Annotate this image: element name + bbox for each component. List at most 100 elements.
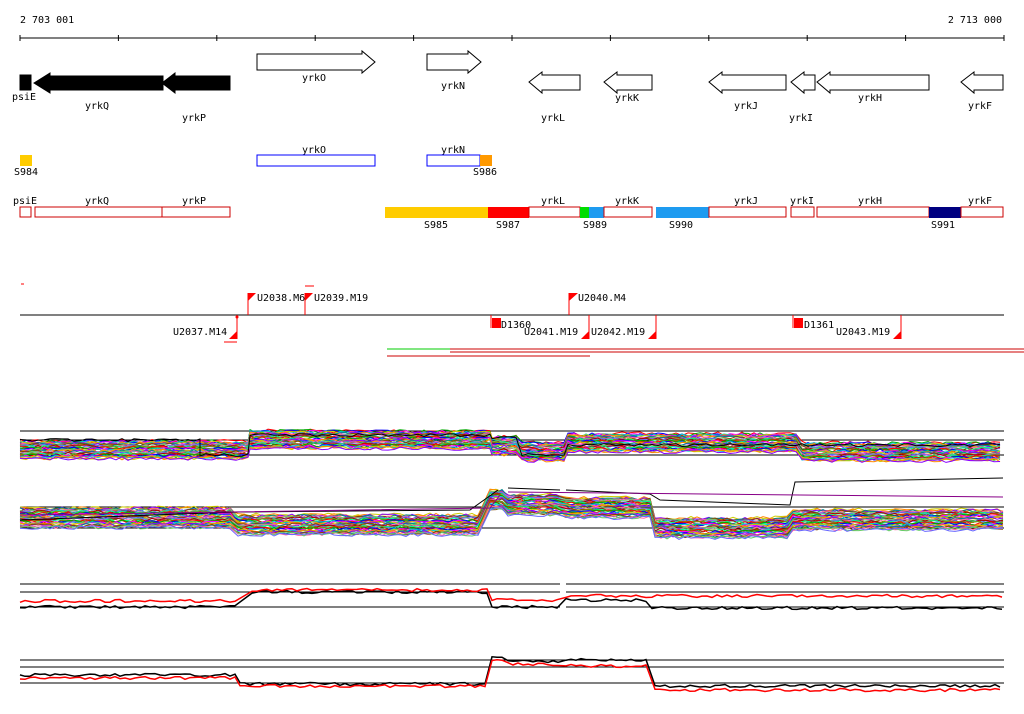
minus-gene-label-yrkp: yrkP [182, 196, 206, 207]
feature-marker-d1361 [794, 318, 803, 328]
segment-s989-tail [589, 207, 604, 218]
segment-s985[interactable] [385, 207, 488, 218]
flag-icon [581, 331, 589, 339]
profile-line [19, 507, 1004, 540]
feature-label-d1361: D1361 [804, 320, 834, 331]
segment-label-s985: S985 [424, 220, 448, 231]
segment-s990[interactable] [656, 207, 709, 218]
summary-profile-plus [19, 583, 1004, 611]
flag-icon [569, 293, 578, 301]
gene-arrow-yrki[interactable] [790, 70, 816, 95]
feature-u2042[interactable]: U2042.M19 [591, 315, 657, 339]
profile-line [19, 491, 1004, 516]
gene-label-yrkq: yrkQ [85, 101, 109, 112]
flag-icon [648, 331, 656, 339]
feature-label-d1360: D1360 [501, 320, 531, 331]
feature-d1361[interactable]: D1361 [792, 315, 834, 331]
gene-arrow-yrkj[interactable] [708, 70, 787, 95]
segment-label-s987: S987 [496, 220, 520, 231]
feature-label-u2041: U2041.M19 [524, 327, 578, 338]
segment-s984[interactable] [20, 155, 32, 166]
expression-profile-plus [19, 428, 1004, 463]
gene-arrow-yrkk[interactable] [603, 70, 653, 95]
minus-gene-box-yrki[interactable] [790, 206, 815, 218]
summary-line-b [19, 587, 1003, 604]
segment-s987[interactable] [488, 207, 529, 218]
gene-arrow-yrkn[interactable] [426, 49, 482, 75]
coordinate-end: 2 713 000 [948, 15, 1002, 26]
feature-label-u2037: U2037.M14 [173, 327, 227, 338]
minus-gene-label-yrkj: yrkJ [734, 196, 758, 207]
profile-line [19, 444, 1001, 462]
feature-u2041[interactable]: U2041.M19 [524, 315, 590, 339]
gene-label-yrkn: yrkN [441, 81, 465, 92]
feature-u2037[interactable]: U2037.M14 [173, 315, 239, 343]
feature-label-u2040: U2040.M4 [578, 293, 626, 304]
expression-profile-minus [19, 477, 1004, 540]
minus-gene-box-yrkh[interactable] [816, 206, 930, 218]
feature-d1360[interactable]: D1360 [490, 315, 531, 331]
flag-icon [893, 331, 901, 339]
gene-arrow-yrkf[interactable] [960, 70, 1004, 95]
plus-gene-box-yrkn[interactable] [426, 154, 481, 167]
gene-label-yrko: yrkO [302, 73, 326, 84]
summary-profile-minus [19, 655, 1004, 693]
gene-arrow-yrkp[interactable] [161, 71, 231, 95]
summary-line-b [19, 659, 1001, 693]
feature-label-u2043: U2043.M19 [836, 327, 890, 338]
plus-gene-label-yrkn: yrkN [441, 145, 465, 156]
feature-label-u2042: U2042.M19 [591, 327, 645, 338]
feature-u2038[interactable]: U2038.M6 [247, 293, 305, 315]
profile-line [19, 506, 1004, 539]
feature-u2040[interactable]: U2040.M4 [568, 293, 626, 315]
gene-label-yrki: yrkI [789, 113, 813, 124]
profile-line [19, 433, 1001, 457]
minus-gene-box-yrkj[interactable] [708, 206, 787, 218]
segment-label-s986: S986 [473, 167, 497, 178]
profile-line [19, 501, 1004, 534]
segment-s991[interactable] [929, 207, 961, 218]
ruler-ticks [19, 35, 1005, 41]
gene-arrow-yrkq[interactable] [33, 72, 164, 94]
minus-gene-box-yrkl[interactable] [528, 206, 581, 218]
segment-label-s990: S990 [669, 220, 693, 231]
minus-gene-label-yrkf: yrkF [968, 196, 992, 207]
plus-gene-box-yrko[interactable] [256, 154, 376, 167]
segment-s986[interactable] [480, 155, 492, 166]
profile-line [19, 507, 1004, 539]
profile-line [19, 446, 1001, 463]
flag-icon [229, 331, 237, 339]
gene-arrow-psie[interactable] [19, 74, 32, 91]
feature-u2043[interactable]: U2043.M19 [836, 315, 902, 339]
read-coverage-lines [387, 348, 1024, 357]
segment-s989[interactable] [580, 207, 589, 218]
gene-arrow-yrko[interactable] [256, 49, 376, 75]
minus-gene-label-yrkq: yrkQ [85, 196, 109, 207]
feature-label-u2038: U2038.M6 [257, 293, 305, 304]
gene-label-psie: psiE [12, 92, 36, 103]
gene-label-yrkk: yrkK [615, 93, 639, 104]
minus-gene-box-yrkp[interactable] [161, 206, 231, 218]
minus-gene-label-yrki: yrkI [790, 196, 814, 207]
gene-arrow-yrkh[interactable] [816, 70, 930, 95]
segment-label-s984: S984 [14, 167, 38, 178]
minus-gene-box-psie[interactable] [19, 206, 32, 218]
minus-gene-label-yrkk: yrkK [615, 196, 639, 207]
minus-gene-box-yrkk[interactable] [603, 206, 653, 218]
gene-track: psiE yrkQ yrkP yrkO yrkN yrkL yrkK yrkJ … [12, 49, 1004, 124]
gene-arrow-yrkl[interactable] [528, 70, 581, 95]
gene-label-yrkl: yrkL [541, 113, 565, 124]
feature-u2039[interactable]: U2039.M19 [304, 285, 368, 315]
gene-label-yrkj: yrkJ [734, 101, 758, 112]
profile-line [19, 506, 1004, 538]
feature-track: U2038.M6 U2039.M19 U2040.M4 U2037.M14 D1… [20, 283, 1024, 357]
feature-marker-d1360 [492, 318, 501, 328]
minus-gene-box-yrkq[interactable] [34, 206, 163, 218]
minus-gene-box-yrkf[interactable] [960, 206, 1004, 218]
flag-icon [305, 293, 313, 301]
profile-line [20, 440, 1001, 458]
gene-label-yrkh: yrkH [858, 93, 882, 104]
gene-label-yrkp: yrkP [182, 113, 206, 124]
gene-label-yrkf: yrkF [968, 101, 992, 112]
plus-gene-label-yrko: yrkO [302, 145, 326, 156]
